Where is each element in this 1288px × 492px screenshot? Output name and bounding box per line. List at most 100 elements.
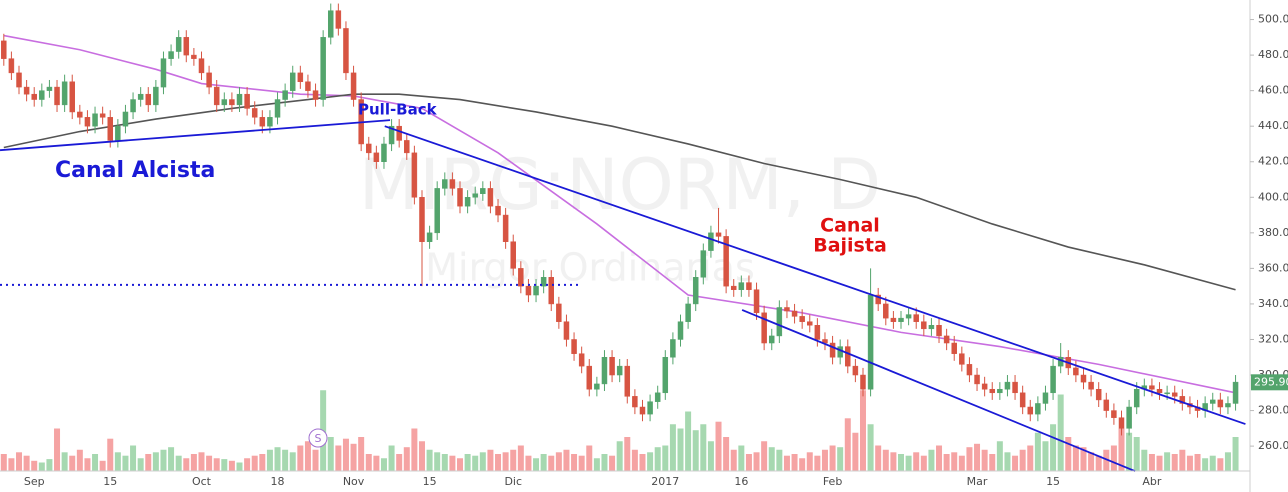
volume-bar xyxy=(928,449,935,471)
candle-body xyxy=(799,316,805,322)
candle-body xyxy=(761,312,767,344)
candle-body xyxy=(480,188,486,194)
split-marker-icon xyxy=(308,428,328,448)
volume-bar xyxy=(844,418,851,471)
candle-body xyxy=(320,37,326,100)
candle-body xyxy=(852,365,859,376)
candle-body xyxy=(746,282,752,290)
candle-body xyxy=(54,86,60,106)
x-tick-label: Mar xyxy=(967,475,988,488)
volume-bar xyxy=(1156,455,1163,471)
volume-bar xyxy=(380,458,387,471)
candle-body xyxy=(221,99,228,106)
volume-bar xyxy=(1209,455,1216,471)
candle-body xyxy=(540,277,547,287)
candle-body xyxy=(753,289,760,314)
candle-body xyxy=(274,99,281,118)
volume-bar xyxy=(168,447,175,471)
volume-bar xyxy=(852,432,859,471)
candle-body xyxy=(1232,381,1239,404)
volume-bar xyxy=(1057,394,1064,471)
volume-bar xyxy=(707,441,714,471)
candle-body xyxy=(495,205,501,216)
candle-body xyxy=(921,321,927,330)
candle-body xyxy=(997,388,1003,394)
volume-bar xyxy=(236,462,243,471)
candle-body xyxy=(943,335,950,344)
volume-bar xyxy=(92,454,99,471)
volume-bar xyxy=(898,454,905,471)
candle-body xyxy=(814,325,821,340)
candle-body xyxy=(708,232,714,251)
volume-bar xyxy=(1019,449,1026,471)
volume-bar xyxy=(540,454,547,471)
candle-body xyxy=(449,179,456,189)
volume-bar xyxy=(745,454,752,471)
volume-bar xyxy=(761,441,768,471)
candle-body xyxy=(685,303,691,322)
volume-bar xyxy=(1148,454,1155,471)
volume-bar xyxy=(578,455,585,471)
candle-body xyxy=(191,54,197,59)
candle-body xyxy=(39,90,45,100)
volume-bar xyxy=(1126,432,1133,471)
candle-body xyxy=(183,37,190,56)
candle-body xyxy=(411,152,418,198)
volume-bar xyxy=(350,443,357,471)
volume-bar xyxy=(1004,452,1011,471)
volume-bar xyxy=(1232,437,1239,471)
candle-body xyxy=(107,117,113,141)
candle-body xyxy=(335,10,342,29)
trendline xyxy=(741,309,1136,473)
candle-body xyxy=(677,321,684,340)
candle-body xyxy=(77,111,83,118)
candle-body xyxy=(145,93,152,106)
volume-bar xyxy=(122,455,129,471)
candle-body xyxy=(1217,399,1224,408)
candle-body xyxy=(350,72,357,100)
candle-body xyxy=(586,365,593,390)
y-tick-label: 400.00 xyxy=(1258,190,1288,203)
volume-bar xyxy=(1042,441,1049,471)
candle-body xyxy=(768,335,775,344)
volume-bar xyxy=(259,454,266,471)
volume-bar xyxy=(639,454,646,471)
y-tick-label: 420.00 xyxy=(1258,155,1288,168)
volume-bar xyxy=(495,454,502,471)
candle-body xyxy=(1095,388,1102,401)
candle-body xyxy=(928,325,935,330)
candle-body xyxy=(632,396,638,408)
volume-bar xyxy=(16,452,23,471)
volume-bar xyxy=(1164,452,1171,471)
last-price-label: 295.90 xyxy=(1254,375,1288,388)
volume-bar xyxy=(213,458,220,471)
volume-bar xyxy=(107,438,114,471)
volume-bar xyxy=(837,447,844,471)
candle-body xyxy=(46,86,53,91)
candle-body xyxy=(533,285,539,296)
candle-body xyxy=(578,353,585,367)
volume-bar xyxy=(601,454,608,471)
candle-body xyxy=(730,285,737,290)
candle-body xyxy=(1019,392,1026,408)
candle-body xyxy=(654,392,661,402)
y-tick-label: 380.00 xyxy=(1258,226,1288,239)
volume-bar xyxy=(677,428,684,471)
candle-body xyxy=(548,277,554,305)
x-tick-label: 18 xyxy=(271,475,285,488)
candle-body xyxy=(137,93,144,100)
volume-bar xyxy=(996,441,1003,471)
volume-bar xyxy=(297,445,304,471)
candle-body xyxy=(153,86,159,106)
volume-bar xyxy=(130,445,137,471)
candle-body xyxy=(16,72,22,88)
volume-bar xyxy=(327,437,334,471)
volume-bar xyxy=(624,437,631,471)
volume-bar xyxy=(821,449,828,471)
x-tick-label: 16 xyxy=(734,475,748,488)
y-tick-label: 360.00 xyxy=(1258,261,1288,274)
volume-bar xyxy=(890,452,897,471)
volume-bar xyxy=(137,458,144,471)
volume-bar xyxy=(1050,424,1057,471)
volume-bar xyxy=(434,452,441,471)
